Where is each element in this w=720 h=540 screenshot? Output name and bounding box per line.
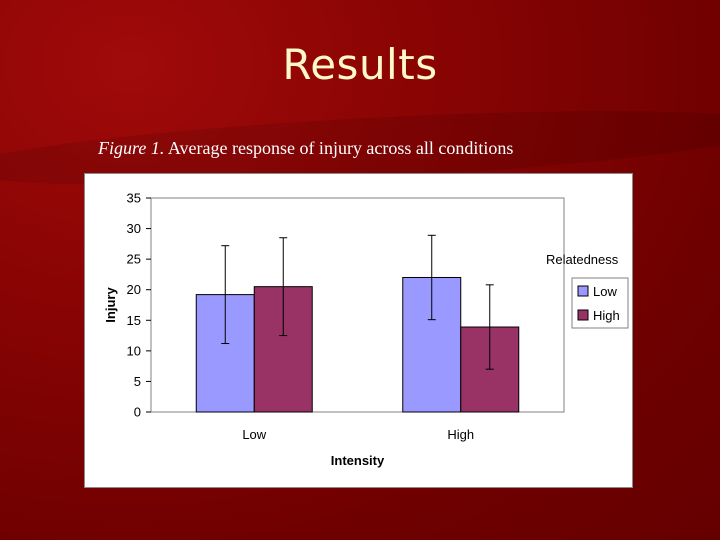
y-tick-label: 10 — [127, 343, 141, 358]
figure-caption: Figure 1. Average response of injury acr… — [98, 138, 513, 159]
bar-chart: 0 5 10 15 20 25 30 35 Intensity Injury Low High Rela… — [103, 191, 629, 468]
y-tick-label: 20 — [127, 282, 141, 297]
y-tick-label: 25 — [127, 252, 141, 267]
legend-label-high: High — [593, 308, 620, 323]
chart-container: 0 5 10 15 20 25 30 35 Intensity Injury Low High Rela… — [84, 173, 633, 488]
y-tick-label: 35 — [127, 191, 141, 206]
legend-swatch-high — [577, 309, 589, 321]
y-tick-label: 5 — [134, 374, 141, 389]
x-axis-title: Intensity — [331, 453, 385, 468]
caption-figure-label: Figure 1. — [98, 138, 165, 158]
y-tick-label: 15 — [127, 313, 141, 328]
slide-title: Results — [282, 40, 438, 89]
y-tick-label: 30 — [127, 221, 141, 236]
x-tick-label: Low — [242, 427, 266, 442]
y-axis-title: Injury — [103, 287, 118, 323]
legend-title: Relatedness — [546, 252, 619, 267]
legend-swatch-low — [577, 285, 589, 297]
y-tick-label: 0 — [134, 405, 141, 420]
x-tick-label: High — [447, 427, 474, 442]
legend-label-low: Low — [593, 284, 617, 299]
caption-text: Average response of injury across all co… — [164, 138, 514, 158]
